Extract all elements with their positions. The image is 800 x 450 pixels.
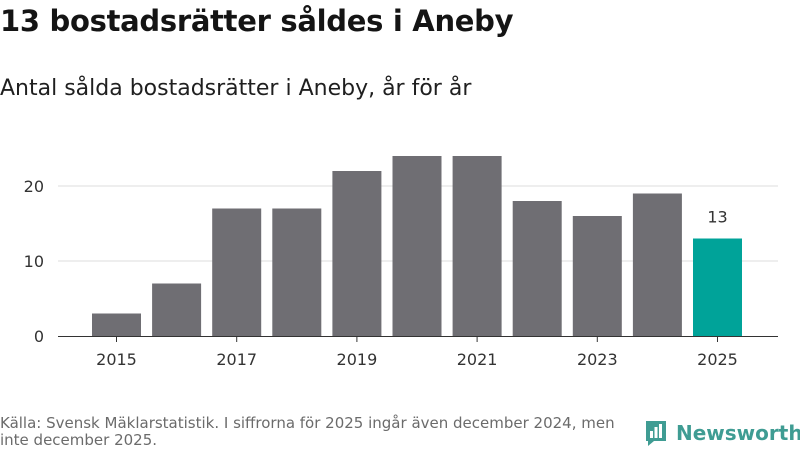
x-tick-label-2021: 2021: [457, 350, 498, 369]
x-tick-label-2015: 2015: [96, 350, 137, 369]
x-tick-label-2019: 2019: [337, 350, 378, 369]
brand-name: Newsworthy: [676, 421, 800, 445]
bar-2017: [212, 208, 262, 336]
chart-title: 13 bostadsrätter såldes i Aneby: [0, 4, 514, 38]
bar-2021: [452, 156, 502, 336]
bar-2024: [632, 193, 682, 336]
brand-logo: Newsworthy: [644, 418, 800, 448]
bars: [92, 156, 742, 336]
bar-2015: [92, 313, 141, 336]
data-label-2025: 13: [707, 208, 727, 227]
y-tick-label: 0: [34, 327, 44, 346]
chart-subtitle: Antal sålda bostadsrätter i Aneby, år fö…: [0, 76, 472, 101]
bar-chart-logo-icon: [646, 421, 666, 446]
bar-2025: [693, 238, 742, 336]
bar-2023: [572, 216, 622, 336]
source-note: Källa: Svensk Mäklarstatistik. I siffror…: [0, 414, 615, 449]
bar-2022: [512, 201, 562, 336]
bar-2018: [272, 208, 322, 336]
x-tick-label-2023: 2023: [577, 350, 618, 369]
bar-2016: [152, 283, 202, 336]
y-tick-label: 10: [24, 252, 44, 271]
x-tick-label-2025: 2025: [697, 350, 738, 369]
data-labels: 13: [707, 208, 727, 227]
x-axis-ticks: 2015 2017 2019 2021 2023 2025: [96, 336, 738, 369]
bar-2019: [332, 171, 382, 336]
bar-2020: [392, 156, 442, 336]
bar-chart: 0 10 20 13 2015 2017 2019 2021 2023 2025: [24, 156, 778, 369]
y-tick-label: 20: [24, 177, 44, 196]
x-tick-label-2017: 2017: [216, 350, 257, 369]
y-axis-ticks: 0 10 20: [24, 177, 44, 346]
